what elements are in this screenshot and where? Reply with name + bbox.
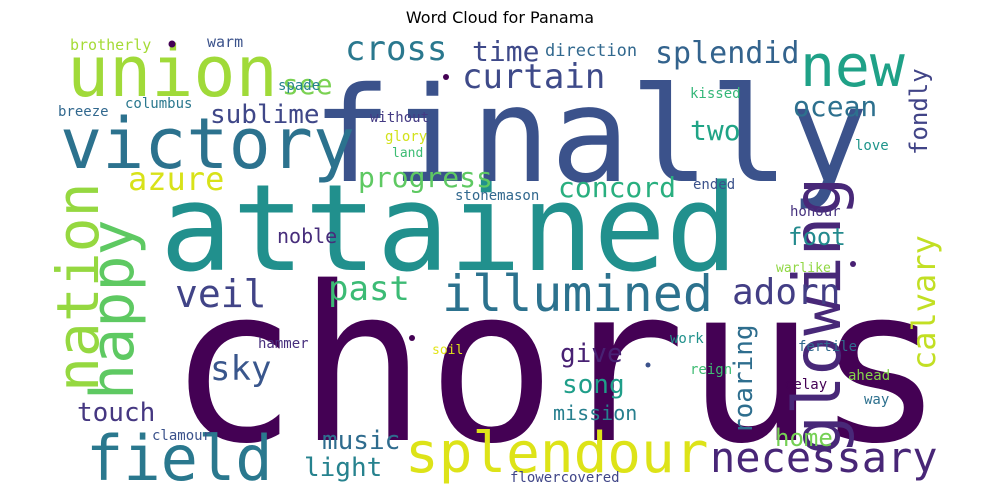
- word-sky: sky: [210, 349, 271, 389]
- word-veil: veil: [175, 272, 267, 316]
- word-song: song: [562, 370, 625, 400]
- word-foot: foot: [788, 223, 846, 251]
- word-honour: honour: [790, 204, 841, 220]
- word-glowing: glowing: [779, 177, 856, 455]
- word-touch: touch: [77, 398, 155, 428]
- word-necessary: necessary: [710, 433, 938, 482]
- glyph-dot: [168, 40, 176, 48]
- word-adorn: adorn: [732, 272, 840, 313]
- word-curtain: curtain: [462, 57, 605, 97]
- word-splendid: splendid: [655, 36, 800, 71]
- glyph-dot: [409, 335, 415, 341]
- word-delay: delay: [785, 377, 827, 393]
- word-hammer: hammer: [258, 336, 309, 352]
- word-warlike: warlike: [776, 261, 831, 276]
- glyph-dot: [645, 362, 651, 368]
- word-fertile: fertile: [798, 339, 857, 355]
- word-work: work: [670, 331, 704, 347]
- word-love: love: [855, 138, 889, 154]
- word-happy: happy: [78, 219, 148, 400]
- word-way: way: [864, 392, 889, 408]
- word-splendour: splendour: [405, 421, 708, 486]
- word-reign: reign: [690, 362, 732, 378]
- word-warm: warm: [207, 33, 243, 51]
- word-ahead: ahead: [848, 368, 890, 384]
- word-without: without: [370, 110, 429, 126]
- word-breeze: breeze: [58, 104, 109, 120]
- word-direction: direction: [545, 41, 637, 61]
- word-glory: glory: [385, 129, 427, 145]
- word-spade: spade: [278, 78, 320, 94]
- word-chorus: chorus: [168, 240, 945, 491]
- word-ended: ended: [693, 177, 735, 193]
- word-noble: noble: [277, 224, 337, 248]
- word-two: two: [690, 114, 741, 147]
- word-victory: victory: [60, 103, 355, 185]
- word-field: field: [86, 422, 273, 495]
- word-give: give: [560, 339, 623, 369]
- word-attained: attained: [160, 160, 738, 299]
- word-see: see: [282, 68, 333, 101]
- glyph-dot: [850, 261, 856, 267]
- word-light: light: [304, 453, 382, 483]
- chart-title: Word Cloud for Panama: [405, 8, 595, 27]
- word-sublime: sublime: [210, 100, 320, 130]
- word-finally: finally: [312, 59, 868, 213]
- word-cross: cross: [345, 29, 447, 69]
- word-stonemason: stonemason: [455, 188, 539, 204]
- word-roaring: roaring: [729, 324, 759, 434]
- word-concord: concord: [558, 171, 676, 204]
- word-music: music: [322, 426, 400, 456]
- word-fondly: fondly: [905, 68, 933, 155]
- word-clamour: clamour: [152, 428, 211, 444]
- word-calvary: calvary: [905, 235, 943, 370]
- word-kissed: kissed: [690, 86, 741, 102]
- word-mission: mission: [553, 401, 637, 425]
- word-progress: progress: [358, 161, 493, 194]
- word-new: new: [800, 32, 905, 100]
- word-columbus: columbus: [125, 96, 192, 112]
- word-home: home: [775, 424, 833, 452]
- word-past: past: [328, 269, 410, 309]
- word-nation: nation: [44, 182, 112, 392]
- word-azure: azure: [128, 160, 224, 198]
- word-land: land: [392, 146, 423, 161]
- word-illumined: illumined: [442, 265, 713, 323]
- word-flowercovered: flowercovered: [510, 470, 620, 486]
- word-soil: soil: [432, 343, 463, 358]
- word-ocean: ocean: [793, 90, 877, 123]
- word-brotherly: brotherly: [70, 36, 151, 54]
- word-time: time: [472, 35, 539, 68]
- glyph-dot: [443, 74, 449, 80]
